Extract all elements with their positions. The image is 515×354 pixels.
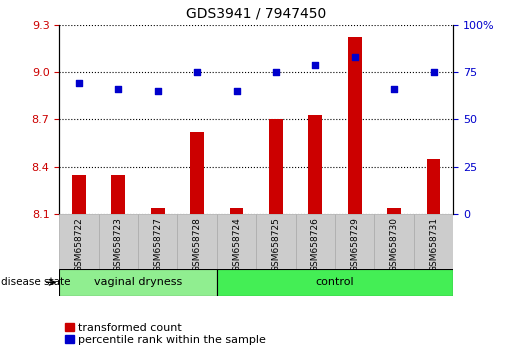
Text: GSM658725: GSM658725 bbox=[271, 217, 280, 272]
Text: GSM658728: GSM658728 bbox=[193, 217, 201, 272]
Bar bbox=[269, 120, 283, 214]
Text: GSM658730: GSM658730 bbox=[390, 217, 399, 272]
Text: control: control bbox=[316, 277, 354, 287]
Point bbox=[390, 86, 398, 92]
Text: GSM658731: GSM658731 bbox=[429, 217, 438, 272]
Bar bbox=[72, 175, 86, 214]
Text: disease state: disease state bbox=[1, 277, 71, 287]
Point bbox=[153, 88, 162, 94]
Bar bbox=[374, 214, 414, 269]
Bar bbox=[190, 132, 204, 214]
Text: GSM658722: GSM658722 bbox=[75, 217, 83, 272]
Text: GSM658729: GSM658729 bbox=[350, 217, 359, 272]
Point bbox=[232, 88, 241, 94]
Bar bbox=[59, 214, 99, 269]
Bar bbox=[99, 214, 138, 269]
Bar bbox=[387, 208, 401, 214]
Bar bbox=[296, 214, 335, 269]
Text: vaginal dryness: vaginal dryness bbox=[94, 277, 182, 287]
Bar bbox=[217, 214, 256, 269]
Point bbox=[272, 69, 280, 75]
Bar bbox=[256, 214, 296, 269]
Point bbox=[430, 69, 438, 75]
Bar bbox=[217, 269, 453, 296]
Legend: transformed count, percentile rank within the sample: transformed count, percentile rank withi… bbox=[65, 323, 266, 345]
Text: GSM658724: GSM658724 bbox=[232, 217, 241, 272]
Point bbox=[193, 69, 201, 75]
Bar bbox=[230, 208, 244, 214]
Point bbox=[311, 62, 319, 67]
Title: GDS3941 / 7947450: GDS3941 / 7947450 bbox=[186, 7, 327, 21]
Bar bbox=[151, 208, 165, 214]
Text: GSM658726: GSM658726 bbox=[311, 217, 320, 272]
Point bbox=[75, 81, 83, 86]
Point bbox=[351, 54, 359, 60]
Bar bbox=[111, 175, 125, 214]
Bar bbox=[308, 115, 322, 214]
Bar bbox=[59, 269, 217, 296]
Bar bbox=[335, 214, 374, 269]
Text: GSM658727: GSM658727 bbox=[153, 217, 162, 272]
Bar bbox=[138, 214, 177, 269]
Text: GSM658723: GSM658723 bbox=[114, 217, 123, 272]
Point bbox=[114, 86, 123, 92]
Bar bbox=[414, 214, 453, 269]
Bar bbox=[177, 214, 217, 269]
Bar bbox=[348, 38, 362, 214]
Bar bbox=[426, 159, 440, 214]
